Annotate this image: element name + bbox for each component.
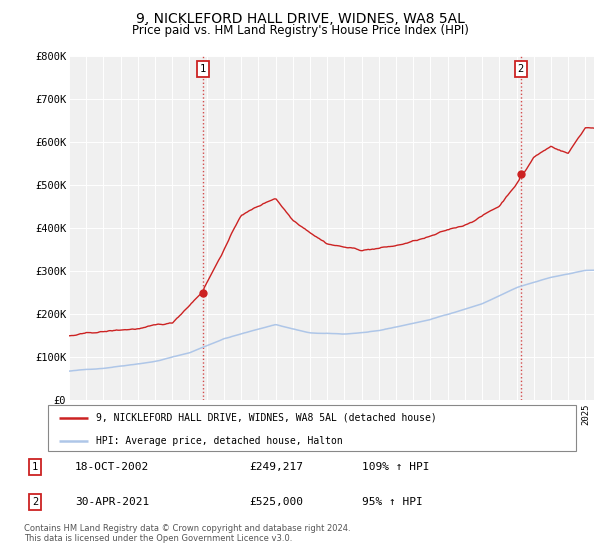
Text: Contains HM Land Registry data © Crown copyright and database right 2024.
This d: Contains HM Land Registry data © Crown c… xyxy=(24,524,350,543)
Text: 109% ↑ HPI: 109% ↑ HPI xyxy=(362,461,430,472)
Text: 9, NICKLEFORD HALL DRIVE, WIDNES, WA8 5AL (detached house): 9, NICKLEFORD HALL DRIVE, WIDNES, WA8 5A… xyxy=(95,413,436,423)
Text: 30-APR-2021: 30-APR-2021 xyxy=(75,497,149,507)
Text: 2: 2 xyxy=(518,64,524,74)
Text: £525,000: £525,000 xyxy=(250,497,304,507)
FancyBboxPatch shape xyxy=(48,405,576,451)
Text: 2: 2 xyxy=(32,497,38,507)
Text: 95% ↑ HPI: 95% ↑ HPI xyxy=(362,497,423,507)
Text: HPI: Average price, detached house, Halton: HPI: Average price, detached house, Halt… xyxy=(95,436,342,446)
Text: 9, NICKLEFORD HALL DRIVE, WIDNES, WA8 5AL: 9, NICKLEFORD HALL DRIVE, WIDNES, WA8 5A… xyxy=(136,12,464,26)
Text: 1: 1 xyxy=(32,461,38,472)
Text: 1: 1 xyxy=(200,64,206,74)
Text: Price paid vs. HM Land Registry's House Price Index (HPI): Price paid vs. HM Land Registry's House … xyxy=(131,24,469,37)
Text: 18-OCT-2002: 18-OCT-2002 xyxy=(75,461,149,472)
Text: £249,217: £249,217 xyxy=(250,461,304,472)
